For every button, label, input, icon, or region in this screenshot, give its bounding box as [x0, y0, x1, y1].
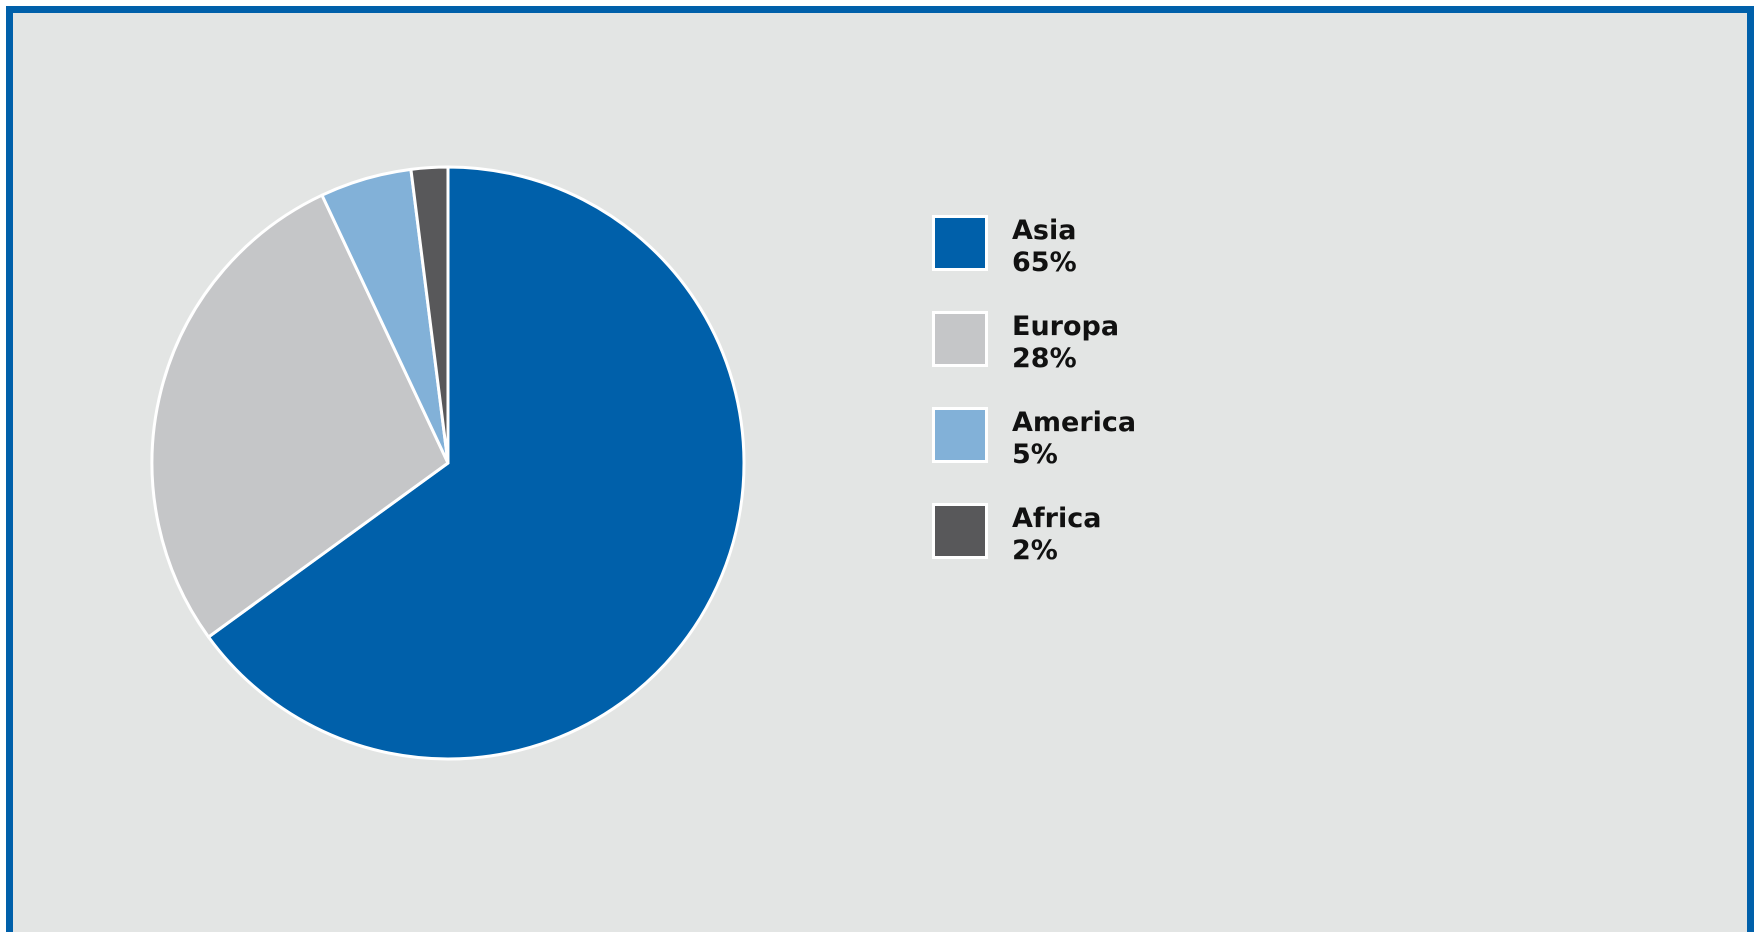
legend-value-asia: 65%: [1012, 247, 1077, 278]
pie-chart: [150, 165, 746, 761]
pie-slice-europa: [150, 193, 450, 639]
legend-swatch-america: [932, 407, 988, 463]
legend-value-africa: 2%: [1012, 535, 1058, 566]
legend-swatch-asia: [932, 215, 988, 271]
pie-slice-africa: [409, 165, 450, 465]
legend-label-africa: Africa: [1012, 503, 1102, 534]
legend-label-america: America: [1012, 407, 1137, 438]
legend-label-asia: Asia: [1012, 215, 1077, 246]
chart-frame: Asia 65% Europa 28% America 5% Africa 2%: [6, 6, 1754, 932]
legend-swatch-europa: [932, 311, 988, 367]
legend-label-europa: Europa: [1012, 311, 1120, 342]
legend-value-europa: 28%: [1012, 343, 1077, 374]
legend-value-america: 5%: [1012, 439, 1058, 470]
legend-swatch-africa: [932, 503, 988, 559]
pie-slice-asia: [207, 165, 746, 761]
